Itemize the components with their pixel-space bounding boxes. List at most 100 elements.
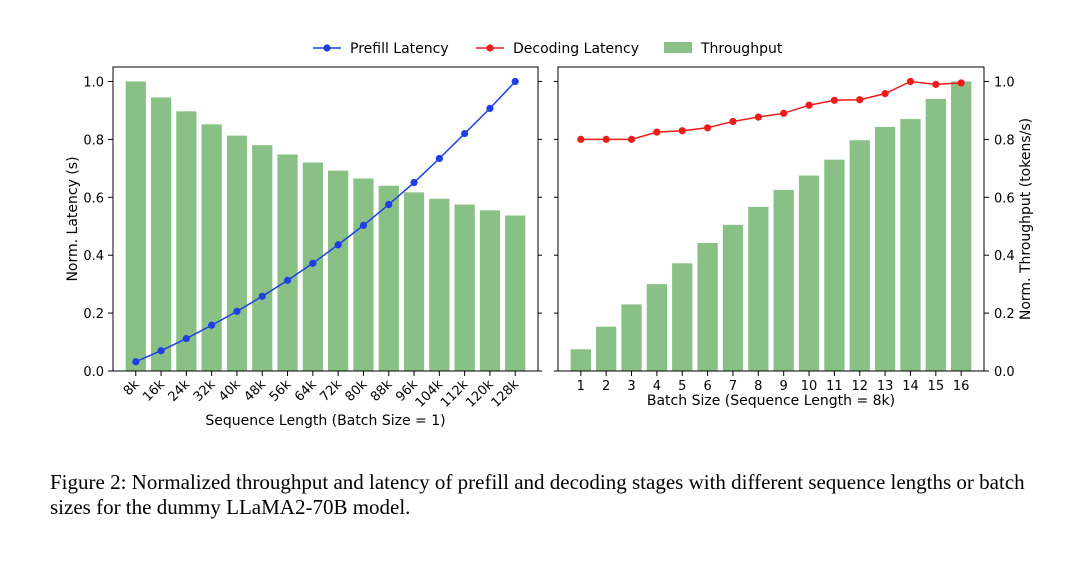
- y-axis-label: Norm. Latency (s): [65, 156, 81, 281]
- latency-point: [577, 135, 585, 143]
- throughput-bar: [201, 124, 222, 371]
- latency-point: [385, 200, 393, 209]
- throughput-bar: [429, 198, 450, 371]
- plot-frame: [112, 66, 539, 372]
- x-tick-label: 13: [877, 379, 894, 394]
- throughput-bar: [454, 204, 475, 371]
- throughput-bar: [874, 126, 896, 372]
- legend-point-marker: [323, 44, 331, 52]
- x-tick-label: 88k: [368, 377, 396, 405]
- x-tick-label: 11: [826, 379, 843, 394]
- latency-point: [359, 221, 368, 229]
- x-tick-label: 48k: [241, 377, 269, 405]
- latency-point: [881, 90, 889, 98]
- latency-point: [856, 96, 864, 104]
- throughput-bar: [748, 206, 769, 371]
- throughput-bar: [378, 185, 399, 371]
- latency-point: [157, 347, 165, 355]
- latency-point: [627, 135, 636, 143]
- legend-label: Prefill Latency: [350, 41, 449, 57]
- throughput-bar: [403, 192, 425, 371]
- y-axis-label: Norm. Throughput (tokens/s): [1018, 118, 1034, 320]
- y-tick-label: 0.2: [994, 307, 1015, 322]
- y-tick-label: 0.6: [83, 191, 104, 206]
- throughput-bar: [277, 154, 298, 371]
- throughput-bar: [646, 284, 668, 371]
- throughput-bar: [328, 170, 349, 371]
- x-tick-label: 1: [577, 379, 585, 394]
- x-tick-label: 5: [678, 379, 686, 394]
- x-tick-label: 24k: [166, 377, 194, 405]
- y-tick-label: 0.0: [83, 365, 104, 380]
- x-axis-label: Sequence Length (Batch Size = 1): [205, 413, 445, 429]
- latency-point: [704, 124, 712, 132]
- latency-point: [805, 101, 813, 109]
- latency-point: [486, 104, 494, 112]
- latency-line: [580, 80, 962, 141]
- chart-right: 0.00.20.40.60.81.01 2 3 4 5 6 7 8 9 10 11 12 13 14 15 1…: [554, 66, 1034, 409]
- throughput-bar: [505, 215, 526, 371]
- x-tick-label: 16k: [140, 377, 168, 405]
- legend-point-marker: [486, 44, 494, 52]
- x-tick-label: 40k: [216, 377, 244, 405]
- legend-label: Throughput: [700, 41, 783, 57]
- latency-point: [182, 334, 190, 343]
- x-tick-label: 7: [729, 379, 737, 394]
- x-tick-label: 6: [703, 379, 711, 394]
- x-axis-label: Batch Size (Sequence Length = 8k): [647, 393, 895, 409]
- latency-point: [410, 178, 418, 187]
- latency-point: [906, 77, 915, 86]
- latency-point: [233, 307, 241, 315]
- y-tick-label: 1.0: [83, 75, 104, 90]
- throughput-bar: [570, 349, 591, 371]
- x-tick-label: 112k: [438, 377, 472, 411]
- x-tick-label: 12: [851, 379, 868, 394]
- latency-point: [678, 127, 686, 135]
- throughput-bar: [479, 210, 501, 371]
- throughput-bar: [125, 81, 146, 371]
- throughput-bar: [226, 135, 248, 371]
- y-tick-label: 1.0: [994, 75, 1015, 90]
- throughput-bar: [925, 98, 946, 371]
- latency-line: [135, 80, 516, 363]
- throughput-bar: [596, 326, 617, 371]
- latency-point: [780, 109, 788, 117]
- throughput-bar: [672, 263, 693, 371]
- legend-label: Decoding Latency: [513, 41, 639, 57]
- throughput-bar: [722, 224, 744, 371]
- y-tick-label: 0.4: [83, 249, 104, 264]
- plot-frame: [557, 66, 985, 372]
- latency-point: [653, 128, 661, 136]
- x-tick-label: 128k: [489, 377, 523, 411]
- x-tick-label: 2: [602, 379, 610, 394]
- x-tick-label: 3: [627, 379, 635, 394]
- throughput-bar: [824, 159, 845, 371]
- latency-point: [830, 96, 838, 104]
- x-tick-label: 104k: [413, 377, 447, 411]
- x-tick-label: 15: [928, 379, 945, 394]
- latency-point: [932, 80, 940, 88]
- throughput-bar: [621, 304, 642, 371]
- y-tick-label: 0.2: [83, 307, 104, 322]
- x-tick-label: 32k: [191, 377, 219, 405]
- x-tick-label: 4: [653, 379, 661, 394]
- throughput-bar: [951, 81, 972, 371]
- latency-point: [435, 154, 443, 163]
- throughput-bar: [353, 178, 374, 371]
- latency-point: [754, 113, 762, 121]
- x-tick-label: 10: [801, 379, 818, 394]
- latency-point: [511, 77, 519, 86]
- y-tick-label: 0.8: [83, 133, 104, 148]
- throughput-bar: [252, 145, 273, 371]
- throughput-bar: [773, 190, 794, 371]
- y-tick-label: 0.0: [994, 365, 1015, 380]
- latency-point: [258, 292, 266, 300]
- throughput-bar: [849, 140, 870, 371]
- y-tick-label: 0.4: [994, 249, 1015, 264]
- x-tick-label: 9: [780, 379, 788, 394]
- x-tick-label: 56k: [267, 377, 295, 405]
- throughput-bar: [176, 111, 197, 372]
- throughput-bar: [697, 243, 718, 371]
- latency-point: [334, 241, 342, 249]
